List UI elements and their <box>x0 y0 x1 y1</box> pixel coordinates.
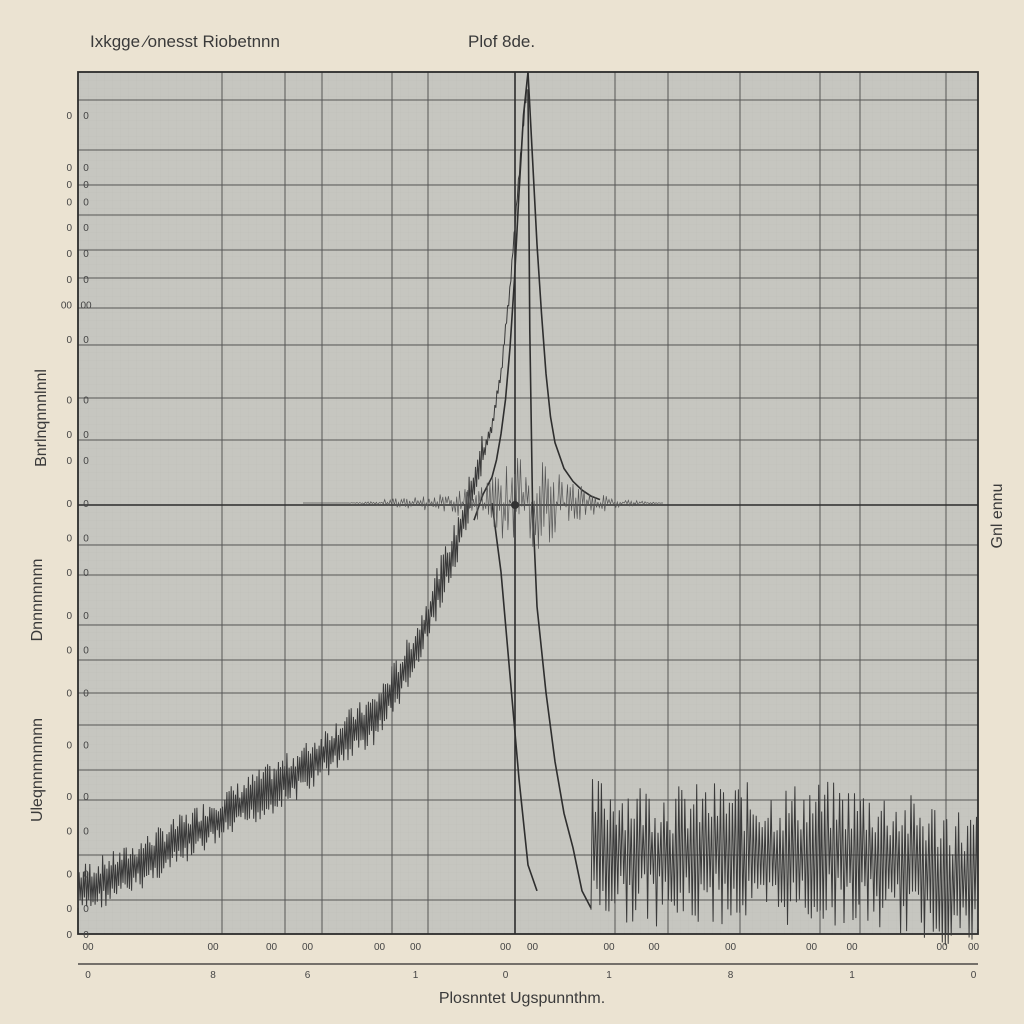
x-tick-label-bottom: 1 <box>413 970 419 981</box>
series-layer <box>77 71 979 946</box>
x-tick-label-top: 00 <box>82 942 94 953</box>
x-tick-label-top: 00 <box>207 942 219 953</box>
y-tick-label-inner: 0 <box>83 249 89 260</box>
y-tick-label: 0 <box>66 792 72 803</box>
y-tick-label: 0 <box>66 197 72 208</box>
series-line-1 <box>473 71 529 521</box>
chart-subtitle: Plof 8de. <box>468 32 535 51</box>
y-tick-label: 0 <box>66 275 72 286</box>
y-tick-label: 0 <box>66 533 72 544</box>
x-tick-labels-top: 00 00 00 00 00 00 00 00 00 00 00 00 00 00 00 <box>82 942 979 953</box>
y-tick-label: 00 <box>61 301 73 312</box>
series-line-4 <box>491 502 538 892</box>
y-tick-label-inner: 0 <box>83 533 89 544</box>
y-tick-label: 0 <box>66 646 72 657</box>
x-tick-label-top: 00 <box>725 942 737 953</box>
x-tick-label-top: 00 <box>603 942 615 953</box>
x-tick-label-bottom: 6 <box>305 970 311 981</box>
y-tick-label: 0 <box>66 223 72 234</box>
x-tick-label-bottom: 0 <box>971 970 977 981</box>
y-tick-labels: 0 00 00 00 00 00 00 000 000 00 00 00 00 00 00 00 00 00 00 0… <box>61 111 92 941</box>
y-axis-label-right: Gnl ennu <box>989 484 1006 549</box>
y-tick-label-inner: 0 <box>83 197 89 208</box>
y-tick-label: 0 <box>66 111 72 122</box>
y-tick-label: 0 <box>66 740 72 751</box>
y-tick-label-inner: 0 <box>83 180 89 191</box>
x-tick-label-bottom: 1 <box>849 970 855 981</box>
y-tick-label-inner: 0 <box>83 456 89 467</box>
y-tick-label: 0 <box>66 904 72 915</box>
x-tick-label-top: 00 <box>302 942 314 953</box>
y-tick-label: 0 <box>66 611 72 622</box>
x-tick-label-bottom: 8 <box>210 970 216 981</box>
x-tick-label-top: 00 <box>936 942 948 953</box>
x-tick-label-top: 00 <box>648 942 660 953</box>
y-tick-label-inner: 0 <box>83 163 89 174</box>
y-tick-label: 0 <box>66 335 72 346</box>
y-tick-label-inner: 0 <box>83 792 89 803</box>
y-tick-label-inner: 0 <box>83 396 89 407</box>
y-tick-label-inner: 0 <box>83 499 89 510</box>
series-line-3 <box>527 89 592 909</box>
x-tick-label-bottom: 8 <box>728 970 734 981</box>
x-tick-label-bottom: 0 <box>503 970 509 981</box>
y-tick-label-inner: 0 <box>83 335 89 346</box>
y-tick-label: 0 <box>66 249 72 260</box>
y-tick-label-inner: 0 <box>83 904 89 915</box>
y-tick-label: 0 <box>66 180 72 191</box>
y-tick-label-inner: 0 <box>83 611 89 622</box>
y-tick-label: 0 <box>66 163 72 174</box>
y-tick-label-inner: 0 <box>83 430 89 441</box>
x-tick-label-top: 00 <box>374 942 386 953</box>
series-noisy-0 <box>77 78 529 908</box>
x-tick-label-bottom: 1 <box>606 970 612 981</box>
x-tick-label-top: 00 <box>846 942 858 953</box>
y-tick-label-inner: 0 <box>83 740 89 751</box>
x-tick-label-top: 00 <box>968 942 980 953</box>
y-tick-label: 0 <box>66 930 72 941</box>
chart-title: Ixkgge ⁄onesst Riobetnnn <box>90 32 280 51</box>
y-tick-label-inner: 0 <box>83 870 89 881</box>
y-tick-label-inner: 0 <box>83 275 89 286</box>
y-tick-label: 0 <box>66 456 72 467</box>
x-tick-label-top: 00 <box>410 942 422 953</box>
series-line-2 <box>527 71 601 501</box>
y-tick-label: 0 <box>66 396 72 407</box>
y-tick-label-inner: 0 <box>83 689 89 700</box>
y-tick-label-inner: 0 <box>83 568 89 579</box>
y-tick-label-inner: 00 <box>80 301 92 312</box>
y-tick-label-inner: 0 <box>83 827 89 838</box>
y-tick-label-inner: 0 <box>83 930 89 941</box>
y-tick-label-inner: 0 <box>83 223 89 234</box>
y-tick-label: 0 <box>66 689 72 700</box>
y-tick-label: 0 <box>66 430 72 441</box>
y-tick-label-inner: 0 <box>83 111 89 122</box>
x-tick-label-top: 00 <box>806 942 818 953</box>
y-axis-label-1: Bnrlnqnnnlnnl <box>33 369 50 467</box>
origin-marker <box>511 501 519 509</box>
x-axis-label: Plosnntet Ugspunnthm. <box>439 990 605 1007</box>
x-tick-label-top: 00 <box>266 942 278 953</box>
x-tick-label-top: 00 <box>500 942 512 953</box>
y-axis-label-2: Dnnnnnnnn <box>29 559 46 642</box>
y-tick-label: 0 <box>66 568 72 579</box>
series-noisy-5 <box>590 779 979 946</box>
y-tick-label: 0 <box>66 827 72 838</box>
x-tick-label-bottom: 0 <box>85 970 91 981</box>
y-tick-label-inner: 0 <box>83 646 89 657</box>
y-tick-label: 0 <box>66 499 72 510</box>
series-noise-band-6 <box>303 457 663 549</box>
x-tick-labels-bottom: 0 8 6 1 0 1 8 1 0 <box>85 970 977 981</box>
x-tick-label-top: 00 <box>527 942 539 953</box>
y-axis-label-3: Uleqnnnnnnnn <box>29 718 46 822</box>
y-tick-label: 0 <box>66 870 72 881</box>
